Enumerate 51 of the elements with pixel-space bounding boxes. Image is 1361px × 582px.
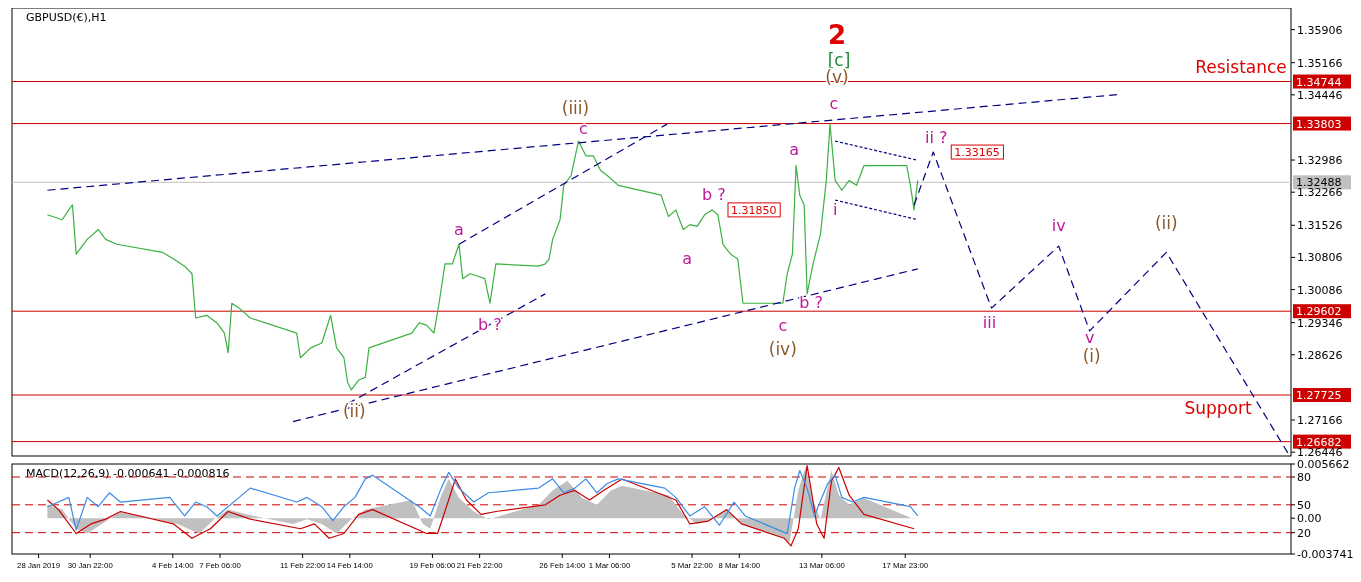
annotation: (ii): [342, 400, 366, 421]
annotation: [c]: [827, 50, 851, 71]
y2-tick-label: 20: [1297, 526, 1311, 540]
y2-tick-label: 50: [1297, 498, 1311, 512]
annotation: c: [778, 315, 788, 335]
annotation: i: [832, 199, 838, 219]
annotation: (i): [1082, 345, 1101, 366]
annotation: b ?: [702, 185, 726, 205]
annotation: (iv): [768, 339, 797, 360]
annotation: b ?: [478, 314, 502, 334]
y-tick-label: 1.28626: [1297, 348, 1343, 362]
annotation: c: [829, 93, 839, 113]
y-tick-label: 1.35906: [1297, 23, 1343, 37]
y-tick-label: 1.30086: [1297, 283, 1343, 297]
annotation: iv: [1051, 215, 1066, 235]
y-tick-label: 1.34446: [1297, 88, 1343, 102]
annotation: Resistance: [1195, 56, 1287, 77]
y2-tick-label: 80: [1297, 470, 1311, 484]
y-tick-label: 1.31526: [1297, 219, 1343, 233]
ref-line-label: 1.26682: [1296, 435, 1342, 449]
annotation: a: [454, 219, 464, 239]
chart-title: MACD(12,26,9) -0.000641 -0.000816: [26, 467, 230, 480]
annotation: c: [579, 118, 588, 138]
ref-line-label: 1.33803: [1296, 117, 1342, 131]
chart-title: GBPUSD(€),H1: [26, 11, 107, 24]
y-tick-label: 1.35166: [1297, 56, 1343, 70]
y-tick-label: 0.00: [1297, 512, 1322, 526]
annotation: 2: [827, 19, 847, 50]
annotation: 1.33165: [954, 146, 1000, 160]
annotation: b ?: [799, 293, 823, 313]
y-tick-label: -0.003741: [1297, 548, 1354, 561]
annotation: (ii): [1154, 213, 1178, 234]
y-tick-label: 1.27166: [1297, 414, 1343, 427]
y-tick-label: 1.26446: [1297, 446, 1343, 460]
y-tick-label: 1.32986: [1297, 154, 1343, 168]
line-series: [46, 123, 919, 391]
annotation: 1.31850: [730, 203, 777, 217]
y-tick-label: 1.30806: [1297, 251, 1343, 265]
ref-line-label: 1.27725: [1296, 389, 1342, 403]
y-tick-label: 1.32266: [1297, 186, 1343, 200]
ref-line-label: 1.34744: [1296, 75, 1342, 89]
annotation: iii: [982, 312, 997, 332]
annotation: a: [789, 140, 799, 160]
ref-line-label: 1.29602: [1296, 305, 1342, 319]
annotation: a: [682, 249, 693, 269]
annotation: Support: [1184, 398, 1252, 419]
y-tick-label: 1.29346: [1297, 316, 1343, 330]
annotation: (iii): [561, 98, 590, 119]
annotation: ii ?: [925, 127, 948, 147]
annotation: v: [1084, 328, 1095, 348]
y-tick-label: 0.005662: [1297, 458, 1350, 471]
